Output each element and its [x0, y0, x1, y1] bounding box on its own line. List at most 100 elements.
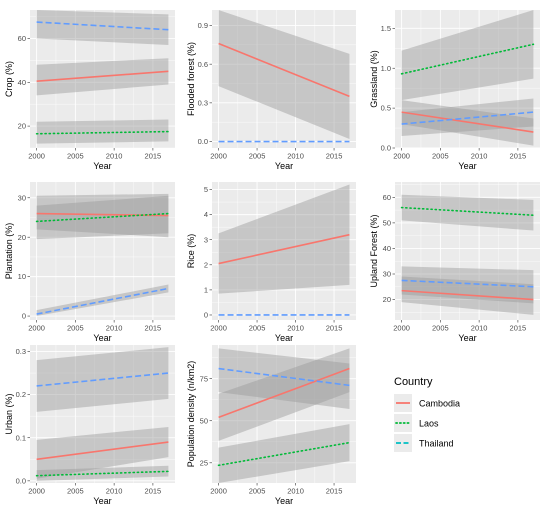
line-laos	[35, 212, 170, 223]
y-tick-label: 30	[383, 270, 391, 279]
y-tick-label: 30	[18, 193, 26, 202]
y-tick-label: 50	[200, 416, 208, 425]
x-tick-label: 2000	[393, 324, 410, 333]
y-tick-label: 0.0	[198, 137, 208, 146]
y-tick-label: 0.3	[198, 98, 208, 107]
y-tick-label: 0.5	[381, 104, 391, 113]
panel-population-density-n-km2: 25 50 75 2000 2005 2010 2015 Year Population den…	[186, 345, 356, 506]
x-tick-label: 2005	[249, 324, 266, 333]
line-laos	[400, 43, 535, 75]
x-tick-label: 2005	[67, 152, 84, 161]
x-axis-title: Year	[93, 333, 111, 343]
ribbon-thailand	[401, 266, 534, 304]
x-tick-label: 2005	[432, 324, 449, 333]
x-tick-label: 2015	[145, 152, 162, 161]
line-cambodia	[401, 111, 534, 133]
y-tick-label: 0.0	[381, 144, 391, 153]
x-tick-label: 2005	[67, 324, 84, 333]
line-thailand	[36, 287, 169, 315]
legend-item-laos: Laos	[394, 414, 439, 432]
ribbon-laos	[36, 119, 169, 144]
y-tick-label: 0.1	[16, 433, 26, 442]
panel-plantation: 0 10 20 30 2000 2005 2010 2015 Year Plantation (%…	[4, 182, 175, 343]
x-axis-title: Year	[458, 333, 476, 343]
line-cambodia	[36, 441, 169, 461]
panel-flooded-forest: 0.0 0.3 0.6 0.9 2000 2005 2010 2015 Year Flooded …	[186, 10, 356, 171]
y-axis-title: Crop (%)	[4, 61, 14, 97]
x-tick-label: 2010	[287, 487, 304, 496]
line-thailand	[218, 367, 350, 387]
x-tick-label: 2005	[67, 487, 84, 496]
ribbon-cambodia	[218, 184, 350, 294]
x-tick-label: 2000	[210, 324, 227, 333]
y-tick-label: 3	[204, 235, 208, 244]
x-tick-label: 2010	[106, 152, 123, 161]
y-tick-label: 2	[204, 260, 208, 269]
line-cambodia	[218, 233, 350, 265]
x-axis-title: Year	[93, 161, 111, 171]
ribbon-laos	[36, 465, 169, 481]
x-tick-label: 2010	[287, 324, 304, 333]
y-axis-title: Grassland (%)	[369, 50, 379, 108]
panel-background	[30, 10, 175, 148]
y-tick-label: 20	[18, 233, 26, 242]
y-tick-label: 25	[200, 458, 208, 467]
x-axis-title: Year	[275, 161, 293, 171]
panel-upland-forest: 20 30 40 50 60 2000 2005 2010 2015 Year Upland For…	[369, 182, 540, 343]
y-tick-label: 1.5	[381, 24, 391, 33]
y-tick-label: 75	[200, 374, 208, 383]
line-thailand	[36, 21, 169, 31]
y-tick-label: 60	[18, 34, 26, 43]
x-tick-label: 2015	[145, 487, 162, 496]
x-axis-title: Year	[93, 496, 111, 506]
y-axis-title: Urban (%)	[4, 393, 14, 434]
y-tick-label: 40	[18, 78, 26, 87]
legend-label: Thailand	[419, 439, 454, 449]
legend-key-background	[394, 434, 412, 452]
legend-items: Cambodia Laos Thailand	[394, 394, 460, 452]
line-cambodia	[218, 42, 350, 98]
panel-background	[212, 345, 356, 483]
x-tick-label: 2010	[471, 324, 488, 333]
legend-item-thailand: Thailand	[394, 434, 454, 452]
ribbon-laos	[36, 195, 169, 240]
panel-urban: 0.0 0.1 0.2 0.3 2000 2005 2010 2015 Year Urban (%…	[4, 345, 175, 506]
y-axis-title: Rice (%)	[186, 234, 196, 269]
y-tick-label: 0	[22, 312, 26, 321]
x-tick-label: 2005	[249, 152, 266, 161]
legend-label: Cambodia	[419, 399, 460, 409]
y-tick-label: 40	[383, 244, 391, 253]
x-axis-title: Year	[458, 161, 476, 171]
y-tick-label: 20	[383, 295, 391, 304]
ribbon-thailand	[36, 284, 169, 317]
y-tick-label: 0.6	[198, 60, 208, 69]
x-tick-label: 2015	[326, 324, 343, 333]
y-tick-label: 1.0	[381, 64, 391, 73]
x-tick-label: 2000	[393, 152, 410, 161]
y-tick-label: 50	[383, 218, 391, 227]
line-laos	[217, 441, 351, 467]
line-cambodia	[401, 289, 534, 301]
y-tick-label: 0	[204, 311, 208, 320]
line-cambodia	[36, 70, 169, 82]
legend-label: Laos	[419, 419, 439, 429]
panel-background	[30, 345, 175, 483]
line-laos	[400, 206, 535, 217]
y-tick-label: 5	[204, 185, 208, 194]
x-tick-label: 2000	[28, 152, 45, 161]
ribbon-cambodia	[218, 10, 350, 139]
x-tick-label: 2005	[432, 152, 449, 161]
x-tick-label: 2010	[287, 152, 304, 161]
y-axis-title: Flooded forest (%)	[186, 42, 196, 116]
y-tick-label: 4	[204, 210, 208, 219]
y-tick-label: 0.3	[16, 347, 26, 356]
y-tick-label: 0.2	[16, 390, 26, 399]
line-thailand	[401, 111, 534, 125]
ribbon-laos	[401, 10, 534, 101]
y-tick-label: 10	[18, 272, 26, 281]
panel-crop: 20 40 60 2000 2005 2010 2015 Year Crop (%)	[4, 10, 175, 171]
country-legend: Country Cambodia Laos Thailand	[394, 376, 460, 452]
panel-grassland: 0.0 0.5 1.0 1.5 2000 2005 2010 2015 Year Grasslan…	[369, 10, 540, 171]
ribbon-cambodia	[36, 426, 169, 479]
